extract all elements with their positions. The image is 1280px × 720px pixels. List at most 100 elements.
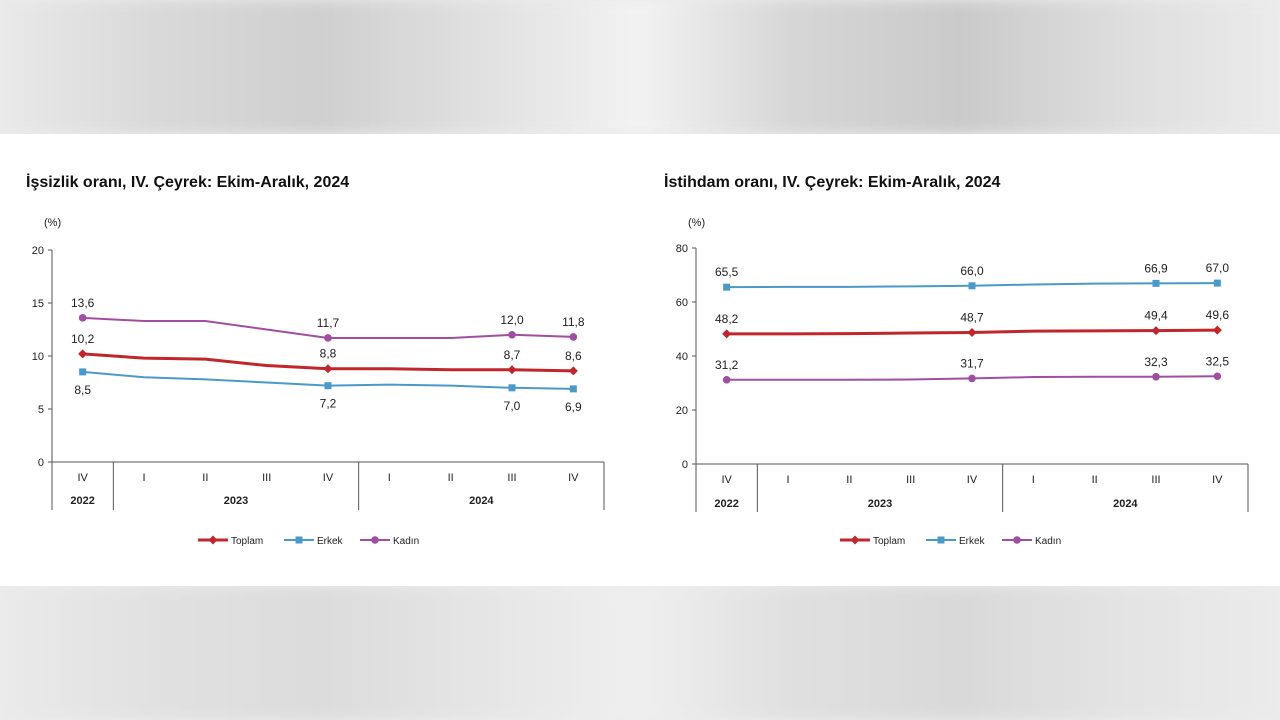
y-axis-unit-label: (%) <box>44 217 61 229</box>
legend-label: Erkek <box>317 536 344 547</box>
data-label: 7,0 <box>504 399 521 413</box>
legend-marker-kadın <box>371 536 379 544</box>
y-tick-label: 0 <box>682 459 688 471</box>
x-year-label: 2024 <box>469 495 494 507</box>
data-point-erkek <box>324 382 332 390</box>
data-point-toplam <box>1151 326 1161 336</box>
x-category-label: I <box>142 472 145 484</box>
legend-label: Kadın <box>393 536 419 547</box>
data-point-kadın <box>508 331 516 339</box>
data-label: 66,0 <box>960 264 984 278</box>
employment-rate-chart: İstihdam oranı, IV. Çeyrek: Ekim-Aralık,… <box>664 173 1249 547</box>
y-tick-label: 15 <box>32 298 44 310</box>
data-point-toplam <box>78 349 88 359</box>
blurred-background-bottom <box>0 586 1280 720</box>
y-tick-label: 40 <box>676 351 688 363</box>
charts-panel: İşsizlik oranı, IV. Çeyrek: Ekim-Aralık,… <box>0 134 1280 586</box>
data-point-toplam <box>323 364 333 374</box>
legend-label: Erkek <box>959 536 986 547</box>
y-tick-label: 10 <box>32 351 44 363</box>
data-point-toplam <box>568 366 578 376</box>
x-category-label: II <box>202 472 208 484</box>
data-point-kadın <box>968 374 976 383</box>
x-year-label: 2023 <box>868 498 892 510</box>
x-category-label: III <box>906 474 915 486</box>
data-label: 48,2 <box>715 312 739 326</box>
data-label: 10,2 <box>71 332 95 346</box>
x-year-label: 2022 <box>714 498 738 510</box>
x-category-label: I <box>1032 474 1035 486</box>
x-category-label: IV <box>77 472 88 484</box>
data-point-toplam <box>1212 325 1222 335</box>
data-label: 8,5 <box>74 383 91 397</box>
blurred-background-top <box>0 0 1280 134</box>
x-category-label: II <box>1092 474 1098 486</box>
x-category-label: IV <box>1212 474 1223 486</box>
legend-label: Toplam <box>873 536 905 547</box>
data-label: 13,6 <box>71 296 95 310</box>
data-label: 49,6 <box>1206 308 1230 322</box>
data-label: 6,9 <box>565 400 582 414</box>
data-point-erkek <box>508 384 516 392</box>
data-label: 32,5 <box>1206 354 1230 368</box>
data-label: 49,4 <box>1144 309 1168 323</box>
data-point-toplam <box>722 329 732 339</box>
x-category-label: II <box>846 474 852 486</box>
legend-marker-erkek <box>937 536 945 544</box>
data-point-erkek <box>1152 279 1160 287</box>
data-point-erkek <box>1213 279 1221 287</box>
legend-label: Toplam <box>231 536 263 547</box>
data-label: 11,8 <box>562 315 585 329</box>
legend-marker-kadın <box>1013 536 1021 544</box>
x-category-label: III <box>507 472 516 484</box>
x-category-label: IV <box>323 472 334 484</box>
x-category-label: III <box>262 472 271 484</box>
data-label: 11,7 <box>317 316 340 330</box>
data-label: 48,7 <box>960 311 984 325</box>
data-point-erkek <box>723 283 731 291</box>
y-tick-label: 60 <box>676 297 688 309</box>
data-label: 8,6 <box>565 349 582 363</box>
x-category-label: IV <box>568 472 579 484</box>
x-year-label: 2022 <box>70 495 94 507</box>
data-label: 31,2 <box>715 358 739 372</box>
x-year-label: 2024 <box>1113 498 1138 510</box>
x-year-label: 2023 <box>224 495 248 507</box>
y-axis-unit-label: (%) <box>688 217 705 229</box>
data-point-kadın <box>324 334 332 342</box>
y-tick-label: 5 <box>38 404 44 416</box>
chart-title: İstihdam oranı, IV. Çeyrek: Ekim-Aralık,… <box>664 173 1001 191</box>
y-tick-label: 0 <box>38 457 44 469</box>
data-point-kadın <box>78 314 87 322</box>
x-category-label: II <box>448 472 454 484</box>
data-point-toplam <box>507 365 517 375</box>
data-point-toplam <box>967 328 977 338</box>
y-tick-label: 20 <box>676 405 688 417</box>
data-label: 8,7 <box>504 348 521 362</box>
data-point-erkek <box>79 368 87 376</box>
unemployment-rate-chart: İşsizlik oranı, IV. Çeyrek: Ekim-Aralık,… <box>26 173 605 547</box>
x-category-label: I <box>388 472 391 484</box>
legend-marker-toplam <box>208 535 218 545</box>
legend-label: Kadın <box>1035 536 1061 547</box>
data-label: 12,0 <box>500 313 524 327</box>
data-label: 32,3 <box>1144 355 1168 369</box>
x-category-label: IV <box>721 474 732 486</box>
data-point-kadın <box>1213 372 1222 381</box>
data-label: 7,2 <box>320 397 337 411</box>
chart-title: İşsizlik oranı, IV. Çeyrek: Ekim-Aralık,… <box>26 173 349 191</box>
data-label: 31,7 <box>960 356 984 370</box>
x-category-label: III <box>1151 474 1160 486</box>
legend-marker-erkek <box>295 536 303 544</box>
y-tick-label: 20 <box>32 245 44 257</box>
data-label: 67,0 <box>1206 261 1230 275</box>
data-point-kadın <box>1152 372 1160 381</box>
data-point-kadın <box>569 333 578 341</box>
data-label: 66,9 <box>1144 261 1168 275</box>
x-category-label: I <box>786 474 789 486</box>
data-point-kadın <box>722 375 731 384</box>
x-category-label: IV <box>967 474 978 486</box>
data-point-erkek <box>968 282 976 290</box>
data-label: 8,8 <box>320 347 337 361</box>
legend-marker-toplam <box>850 535 860 545</box>
